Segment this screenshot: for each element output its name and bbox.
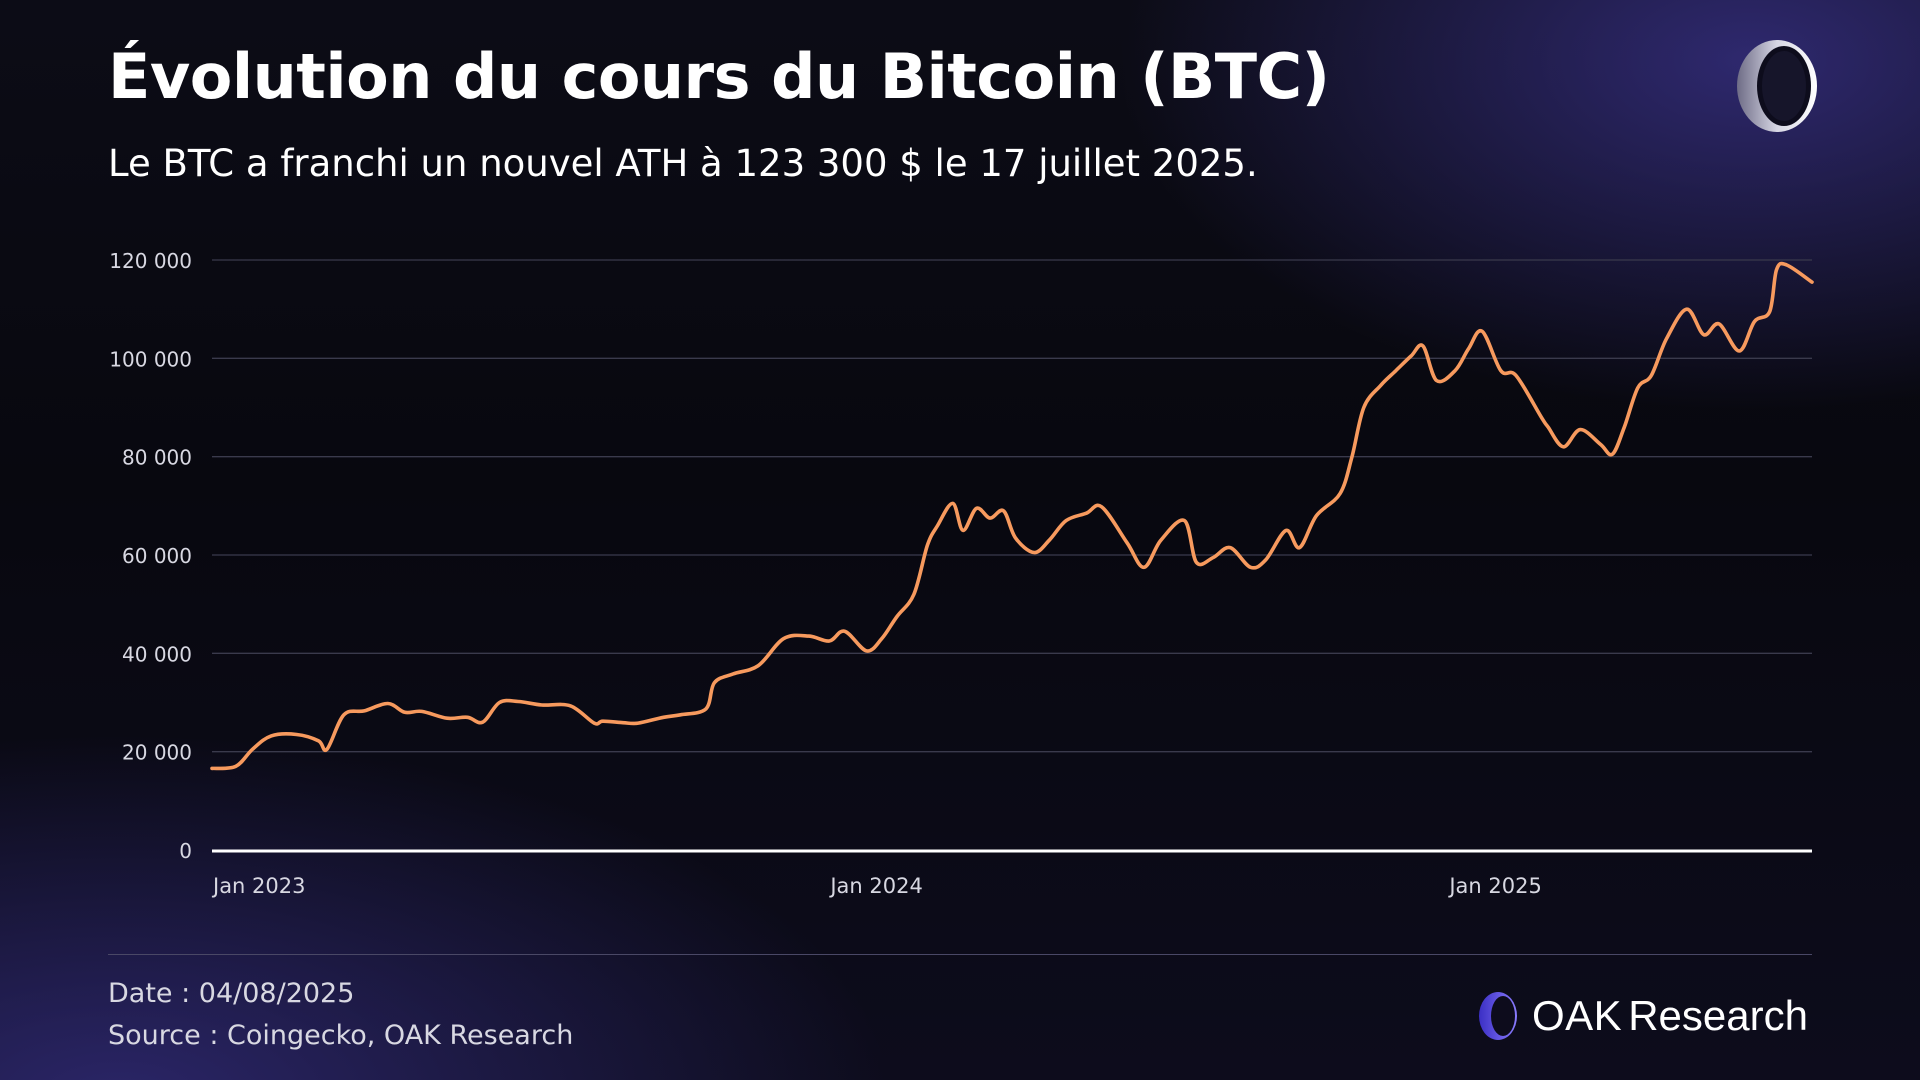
y-tick-label: 100 000 xyxy=(109,347,192,371)
footer-divider xyxy=(108,954,1812,955)
brand-name: OAK Research xyxy=(1532,992,1808,1040)
chart-plot-area xyxy=(210,261,1814,771)
brand-name-bold: OAK xyxy=(1532,992,1623,1039)
page-title: Évolution du cours du Bitcoin (BTC) xyxy=(108,40,1330,113)
oak-research-logo-icon xyxy=(1479,992,1517,1040)
y-tick-label: 120 000 xyxy=(109,249,192,273)
btc-price-line xyxy=(210,261,1814,771)
x-tick-label: Jan 2024 xyxy=(828,874,923,898)
brand-logo: OAK Research xyxy=(1478,988,1808,1044)
page-subtitle: Le BTC a franchi un nouvel ATH à 123 300… xyxy=(108,142,1258,185)
brand-name-light: Research xyxy=(1628,992,1808,1039)
y-tick-label: 60 000 xyxy=(122,544,192,568)
y-tick-label: 80 000 xyxy=(122,446,192,470)
oak-research-logo-icon xyxy=(1737,40,1817,132)
chart-y-axis: 0 20 000 40 000 60 000 80 000 100 000 120 000 xyxy=(109,249,192,863)
footer-source: Source : Coingecko, OAK Research xyxy=(108,1020,574,1051)
y-tick-label: 20 000 xyxy=(122,741,192,765)
y-tick-label: 40 000 xyxy=(122,642,192,666)
x-tick-label: Jan 2023 xyxy=(211,874,306,898)
x-tick-label: Jan 2025 xyxy=(1447,874,1542,898)
chart-gridlines xyxy=(212,259,1812,853)
y-tick-label: 0 xyxy=(179,839,192,863)
chart-x-axis: Jan 2023 Jan 2024 Jan 2025 xyxy=(211,874,1542,898)
footer-date: Date : 04/08/2025 xyxy=(108,978,355,1009)
